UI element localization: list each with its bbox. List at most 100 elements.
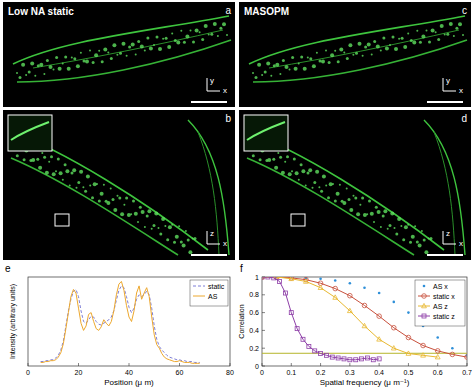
structure: [300, 56, 303, 59]
data-point: [262, 277, 264, 279]
data-point: [333, 295, 338, 299]
data-point: [421, 353, 426, 357]
structure: [288, 172, 292, 176]
structure: [182, 244, 186, 248]
legend-swatch: [423, 285, 426, 288]
legend-swatch: [422, 314, 426, 318]
structure: [303, 67, 307, 71]
structure: [144, 50, 146, 52]
structure: [313, 181, 316, 184]
structure: [110, 188, 112, 190]
y-tick-label: 0.8: [249, 291, 259, 298]
structure: [219, 27, 222, 30]
legend-label: AS z: [433, 303, 448, 310]
structure: [195, 29, 199, 33]
structure: [414, 225, 416, 227]
structure: [430, 237, 433, 240]
x-tick-label: 0: [26, 369, 30, 376]
data-point: [362, 323, 367, 327]
structure: [322, 175, 326, 179]
structure: [270, 75, 272, 77]
inset: [8, 115, 52, 151]
structure: [194, 237, 197, 240]
structure: [79, 170, 83, 174]
structure: [383, 209, 387, 213]
series-line: [262, 277, 379, 360]
structure: [118, 196, 121, 199]
structure: [375, 206, 378, 209]
structure: [89, 185, 91, 187]
structure: [407, 33, 409, 35]
structure: [19, 76, 22, 79]
data-point: [347, 308, 352, 312]
x-tick: [320, 363, 321, 366]
structure: [428, 41, 431, 44]
data-point: [348, 293, 353, 298]
structure: [217, 35, 219, 37]
structure: [67, 67, 71, 71]
structure: [16, 154, 19, 157]
structure: [416, 240, 419, 243]
legend-label: AS: [208, 293, 218, 300]
structure: [167, 45, 171, 49]
structure: [307, 57, 309, 59]
structure: [397, 217, 401, 221]
structure: [153, 44, 155, 46]
x-tick-label: 0.6: [433, 369, 443, 376]
structure: [349, 208, 353, 212]
structure: [421, 230, 423, 232]
data-point: [283, 291, 287, 295]
structure: [298, 63, 300, 65]
axis-glyph-label: z: [446, 229, 450, 238]
structure: [281, 171, 285, 175]
structure: [387, 228, 389, 230]
data-point: [406, 351, 411, 355]
structure: [366, 213, 368, 215]
scale-bar: [191, 101, 227, 103]
structure: [11, 158, 178, 255]
structure: [103, 184, 105, 186]
structure: [146, 37, 149, 40]
structure: [144, 226, 146, 228]
structure: [84, 190, 87, 193]
structure: [337, 60, 340, 63]
structure: [352, 54, 354, 56]
y-tick-label: 0.6: [249, 309, 259, 316]
structure: [424, 120, 465, 255]
structure: [175, 235, 179, 239]
structure: [368, 200, 371, 203]
structure: [112, 43, 116, 47]
structure: [394, 47, 398, 51]
data-point: [406, 335, 411, 340]
structure: [17, 40, 231, 82]
structure: [400, 225, 402, 227]
x-tick-label: 0.4: [374, 369, 384, 376]
structure: [346, 57, 349, 60]
panel-label: d: [461, 113, 467, 124]
structure: [43, 73, 45, 75]
structure: [458, 22, 462, 26]
data-point: [377, 357, 381, 361]
axis-glyph: [443, 78, 444, 91]
data-point: [450, 352, 455, 357]
plot-frame: [262, 277, 467, 366]
legend-swatch: [418, 296, 430, 297]
x-tick-label: 0.5: [404, 369, 414, 376]
structure: [204, 24, 208, 28]
zoom-box: [291, 214, 305, 226]
structure: [298, 179, 300, 181]
structure: [382, 37, 385, 40]
structure: [312, 64, 316, 68]
data-point: [278, 279, 282, 283]
structure: [122, 42, 126, 46]
structure: [94, 53, 98, 57]
structure: [279, 73, 281, 75]
data-point: [319, 277, 322, 280]
y-tick-label: 0.2: [249, 345, 259, 352]
structure: [328, 61, 331, 64]
structure: [178, 225, 180, 227]
legend-swatch: [418, 306, 430, 307]
structure: [247, 158, 414, 255]
structure: [45, 171, 49, 175]
structure: [158, 47, 162, 51]
